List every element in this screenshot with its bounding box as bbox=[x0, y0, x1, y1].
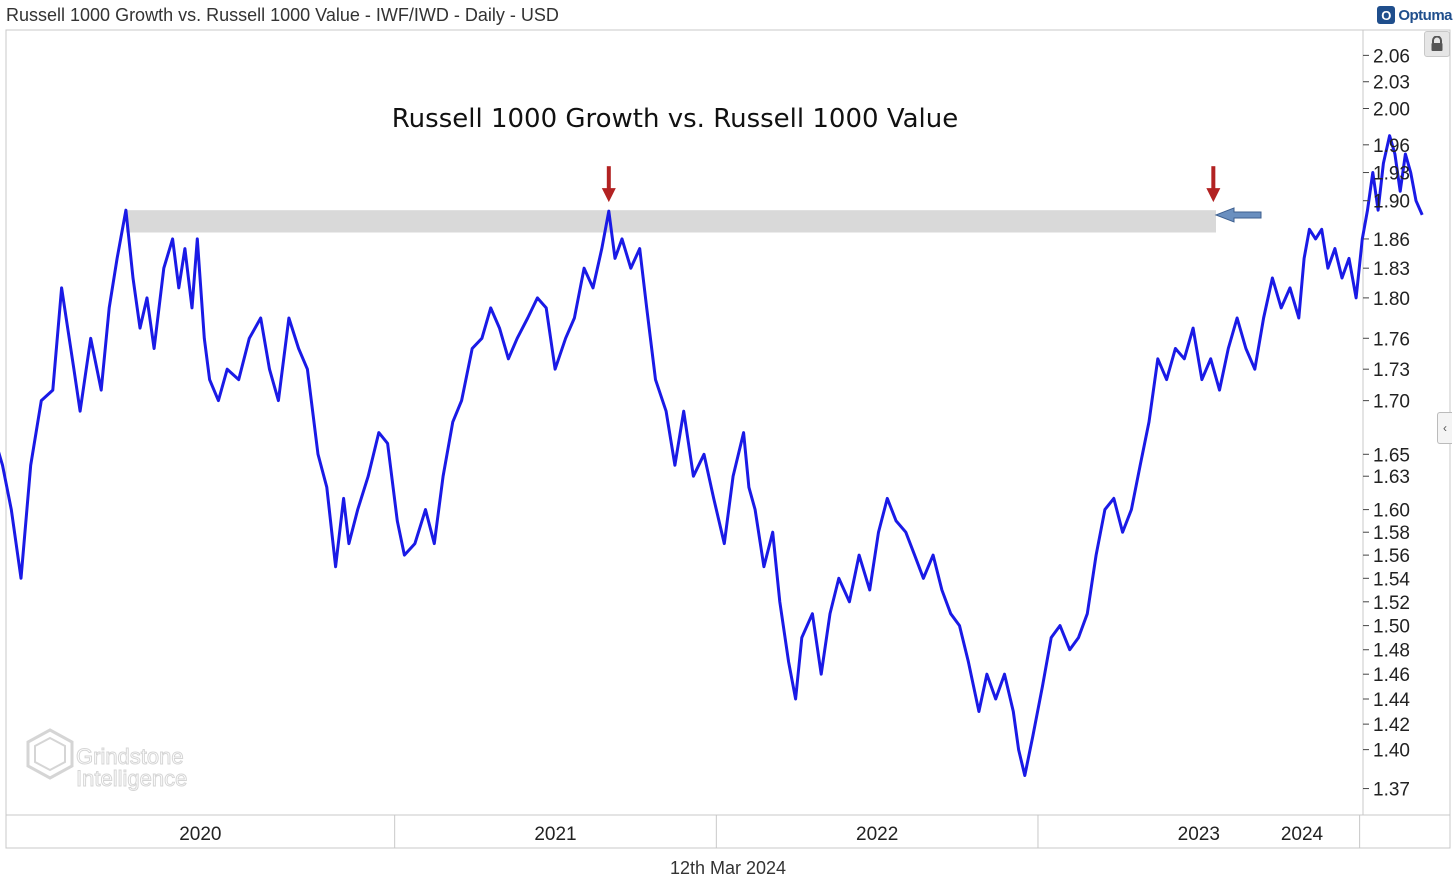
y-tick-label: 1.60 bbox=[1373, 501, 1410, 522]
footer-date: 12th Mar 2024 bbox=[669, 858, 787, 878]
down-arrow-head-0 bbox=[601, 188, 616, 203]
y-tick-label: 2.00 bbox=[1373, 99, 1410, 120]
y-tick-label: 1.86 bbox=[1373, 230, 1410, 251]
y-tick-label: 1.44 bbox=[1373, 690, 1410, 711]
y-tick-label: 1.48 bbox=[1373, 641, 1410, 662]
x-tick-label: 2024 bbox=[1281, 824, 1324, 845]
brand-name: Optuma bbox=[1398, 6, 1452, 24]
chevron-left-icon[interactable]: ‹ bbox=[1437, 412, 1452, 444]
x-tick-label: 2022 bbox=[856, 824, 898, 845]
plot-frame bbox=[5, 29, 1451, 849]
watermark-line2: Intelligence bbox=[76, 766, 187, 791]
y-tick-label: 1.46 bbox=[1373, 665, 1410, 686]
hexagon-logo-inner-icon bbox=[34, 736, 66, 772]
y-tick-label: 1.96 bbox=[1373, 136, 1410, 157]
y-tick-label: 1.56 bbox=[1373, 546, 1410, 567]
y-tick-label: 1.40 bbox=[1373, 741, 1410, 762]
x-tick-label: 2021 bbox=[534, 824, 576, 845]
grindstone-watermark: Grindstone Intelligence bbox=[26, 728, 188, 792]
chart-header-title: Russell 1000 Growth vs. Russell 1000 Val… bbox=[6, 5, 559, 25]
optuma-logo-icon: O bbox=[1377, 6, 1396, 24]
y-tick-label: 1.63 bbox=[1373, 467, 1410, 488]
y-tick-label: 1.54 bbox=[1373, 569, 1410, 590]
y-tick-label: 1.37 bbox=[1373, 780, 1410, 801]
y-tick-label: 1.52 bbox=[1373, 593, 1410, 614]
y-tick-label: 1.58 bbox=[1373, 523, 1410, 544]
y-tick-label: 1.80 bbox=[1373, 289, 1410, 310]
brand-logo: O Optuma bbox=[1377, 4, 1452, 26]
series-line-0 bbox=[0, 134, 1424, 777]
watermark-line1: Grindstone bbox=[76, 744, 184, 769]
y-tick-label: 1.90 bbox=[1373, 192, 1410, 213]
current-value-pointer bbox=[1214, 207, 1262, 223]
x-tick-label: 2023 bbox=[1178, 824, 1220, 845]
y-tick-label: 1.93 bbox=[1373, 164, 1410, 185]
resistance-band bbox=[126, 210, 1216, 233]
y-tick-label: 2.06 bbox=[1373, 46, 1410, 67]
y-tick-label: 1.50 bbox=[1373, 617, 1410, 638]
y-tick-label: 1.42 bbox=[1373, 715, 1410, 736]
x-tick-label: 2020 bbox=[179, 824, 221, 845]
hexagon-logo-icon bbox=[26, 728, 74, 780]
y-tick-label: 1.83 bbox=[1373, 259, 1410, 280]
y-tick-label: 1.73 bbox=[1373, 360, 1410, 381]
lock-icon[interactable] bbox=[1424, 31, 1450, 57]
down-arrow-head-1 bbox=[1206, 188, 1221, 203]
y-tick-label: 2.03 bbox=[1373, 73, 1410, 94]
y-tick-label: 1.65 bbox=[1373, 445, 1410, 466]
chart-title: Russell 1000 Growth vs. Russell 1000 Val… bbox=[392, 104, 958, 134]
y-tick-label: 1.76 bbox=[1373, 329, 1410, 350]
y-tick-label: 1.70 bbox=[1373, 392, 1410, 413]
